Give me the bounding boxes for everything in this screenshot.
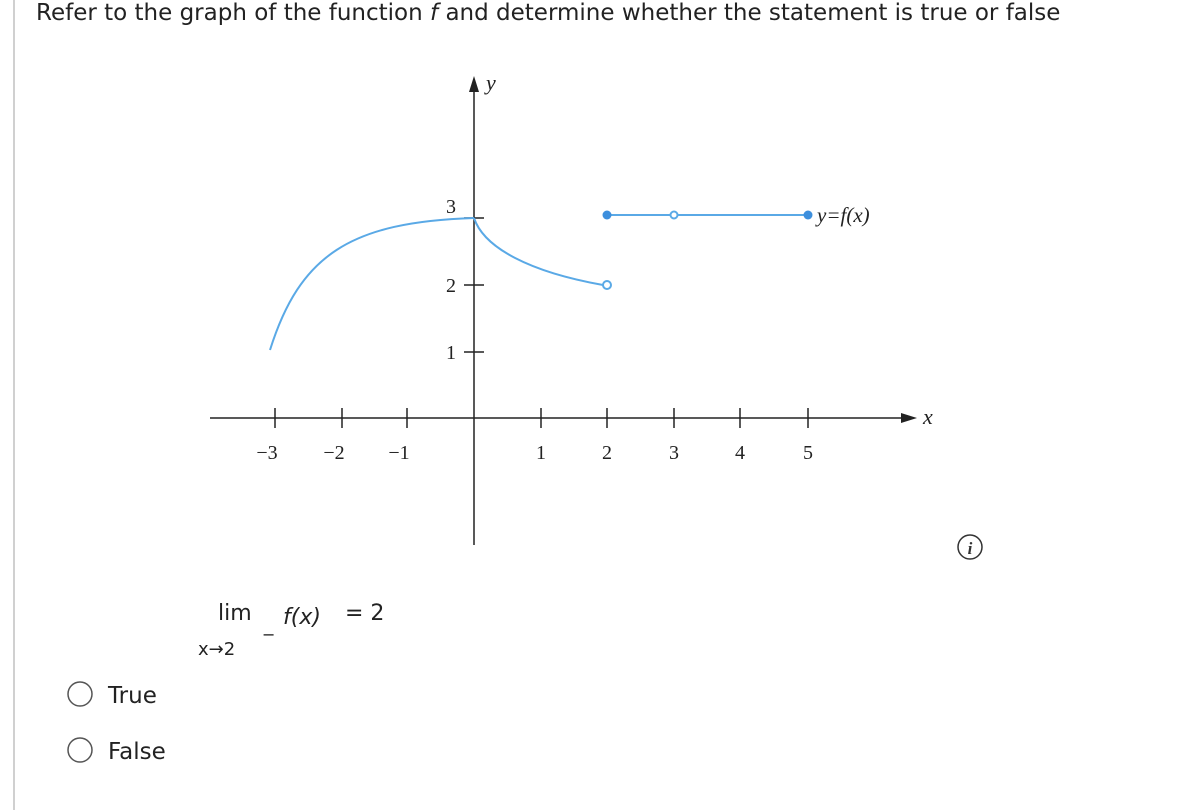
- x-tick-label: −2: [323, 442, 344, 464]
- x-arrow: [901, 413, 917, 423]
- y-tick-label: 1: [446, 342, 456, 364]
- info-text[interactable]: i: [968, 539, 973, 558]
- open-point: [669, 210, 679, 220]
- title-var: f: [430, 0, 441, 26]
- radio[interactable]: [67, 737, 93, 763]
- y-tick-label: 3: [446, 196, 456, 218]
- curve: [269, 210, 808, 351]
- x-ticks: −3 −2 −1 1 2 3 4 5: [256, 408, 813, 464]
- rhs: = 2: [345, 601, 384, 626]
- x-tick-label: 4: [735, 442, 745, 464]
- side: −: [262, 625, 275, 644]
- option-label[interactable]: True: [107, 683, 157, 709]
- x-tick-label: −1: [388, 442, 409, 464]
- x-tick-label: 3: [669, 442, 679, 464]
- curve-label: y=f(x): [815, 203, 870, 227]
- info-icon[interactable]: i: [957, 534, 983, 560]
- open-point: [602, 280, 612, 290]
- x-tick-label: 5: [803, 442, 813, 464]
- y-tick-label: 2: [446, 275, 456, 297]
- option[interactable]: True: [67, 681, 157, 709]
- title-text: and determine whether the statement is t…: [445, 0, 1060, 26]
- lim: lim: [218, 601, 252, 626]
- statement: lim x→2 − f(x) = 2: [198, 601, 384, 660]
- x-tick-label: −3: [256, 442, 277, 464]
- graph: −3 −2 −1 1 2 3 4 5 1 2 3: [210, 76, 917, 545]
- function: f(x): [283, 605, 321, 630]
- middle-branch: [473, 217, 604, 286]
- y-ticks: 1 2 3: [446, 196, 484, 364]
- option-label[interactable]: False: [108, 739, 166, 765]
- x-axis-label: x: [922, 404, 933, 429]
- option[interactable]: False: [67, 737, 166, 765]
- info-circle[interactable]: [957, 534, 983, 560]
- y-axis-label: y: [484, 70, 496, 95]
- y-arrow: [469, 76, 479, 92]
- radio[interactable]: [67, 681, 93, 707]
- title-text: Refer to the graph of the function: [36, 0, 423, 26]
- filled-point: [803, 210, 813, 220]
- filled-point: [602, 210, 612, 220]
- left-branch: [269, 217, 475, 351]
- question-title: Refer to the graph of the function f and…: [36, 0, 1060, 26]
- approach: x→2: [198, 639, 235, 660]
- x-tick-label: 2: [602, 442, 612, 464]
- x-tick-label: 1: [536, 442, 546, 464]
